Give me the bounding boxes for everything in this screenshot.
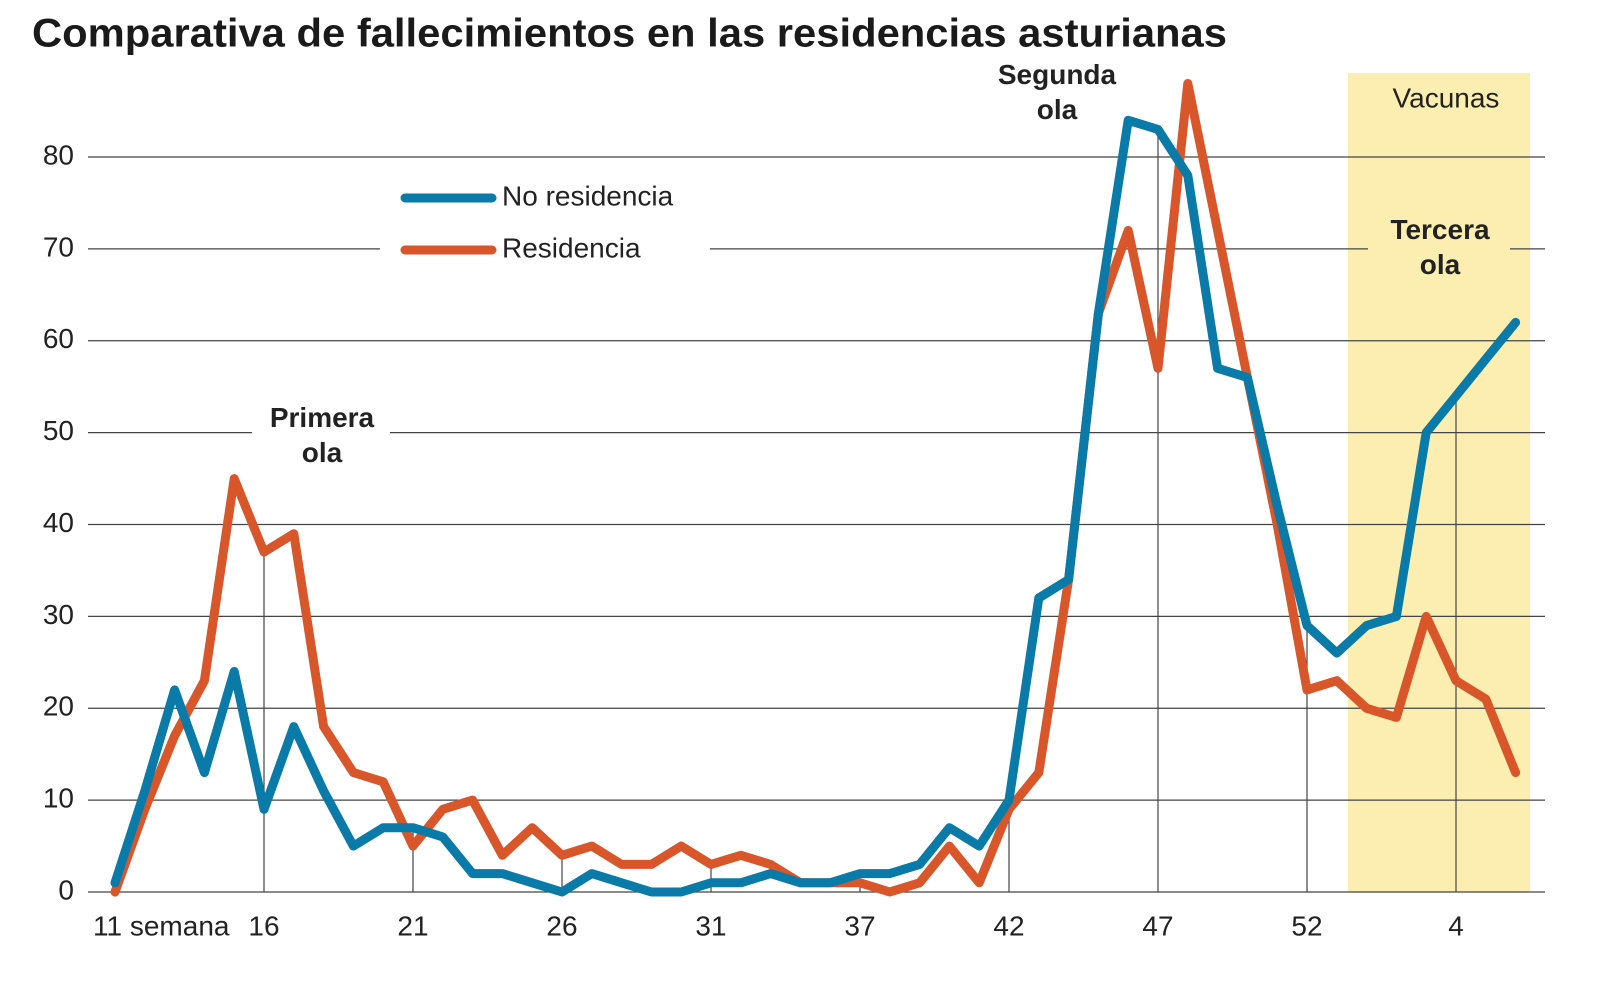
x-tick-label: 52 [1291,910,1322,941]
annotation-line: ola [302,437,343,468]
x-tick-label: 37 [844,910,875,941]
annotation-line: Tercera [1390,214,1490,245]
x-tick-label: 21 [397,910,428,941]
region-label: Vacunas [1393,82,1500,113]
vaccine-region [1348,73,1530,892]
x-tick-label: 4 [1448,910,1464,941]
y-tick-label: 20 [43,691,74,722]
chart-title: Comparativa de fallecimientos en las res… [32,12,1227,56]
x-tick-label: 26 [546,910,577,941]
y-tick-label: 30 [43,599,74,630]
grid [88,129,1545,893]
series-line [110,79,1521,897]
annotation: Primera ola [270,402,375,468]
y-tick-label: 50 [43,415,74,446]
x-tick-label: 16 [248,910,279,941]
y-tick-label: 0 [58,874,74,905]
annotation-bg [1368,212,1510,287]
legend-bg [380,170,710,275]
x-tick-label: 47 [1142,910,1173,941]
annotation-line: Segunda [998,59,1117,90]
annotation: Tercera ola [1390,214,1490,280]
y-tick-label: 80 [43,139,74,170]
annotation-bg [252,400,390,475]
y-tick-label: 40 [43,507,74,538]
series-line [110,115,1521,897]
annotation-line: ola [1037,94,1078,125]
x-tick-label: 31 [695,910,726,941]
x-tick-label: 42 [993,910,1024,941]
x-tick-label: 11 semana [93,910,230,941]
annotation-line: ola [1420,249,1461,280]
y-tick-label: 10 [43,783,74,814]
y-tick-label: 70 [43,231,74,262]
marks [110,79,1521,897]
annotation: Segunda ola [998,59,1117,125]
legend-label: Residencia [502,232,641,263]
legend-label: No residencia [502,180,674,211]
annotation-line: Primera [270,402,375,433]
y-tick-label: 60 [43,323,74,354]
